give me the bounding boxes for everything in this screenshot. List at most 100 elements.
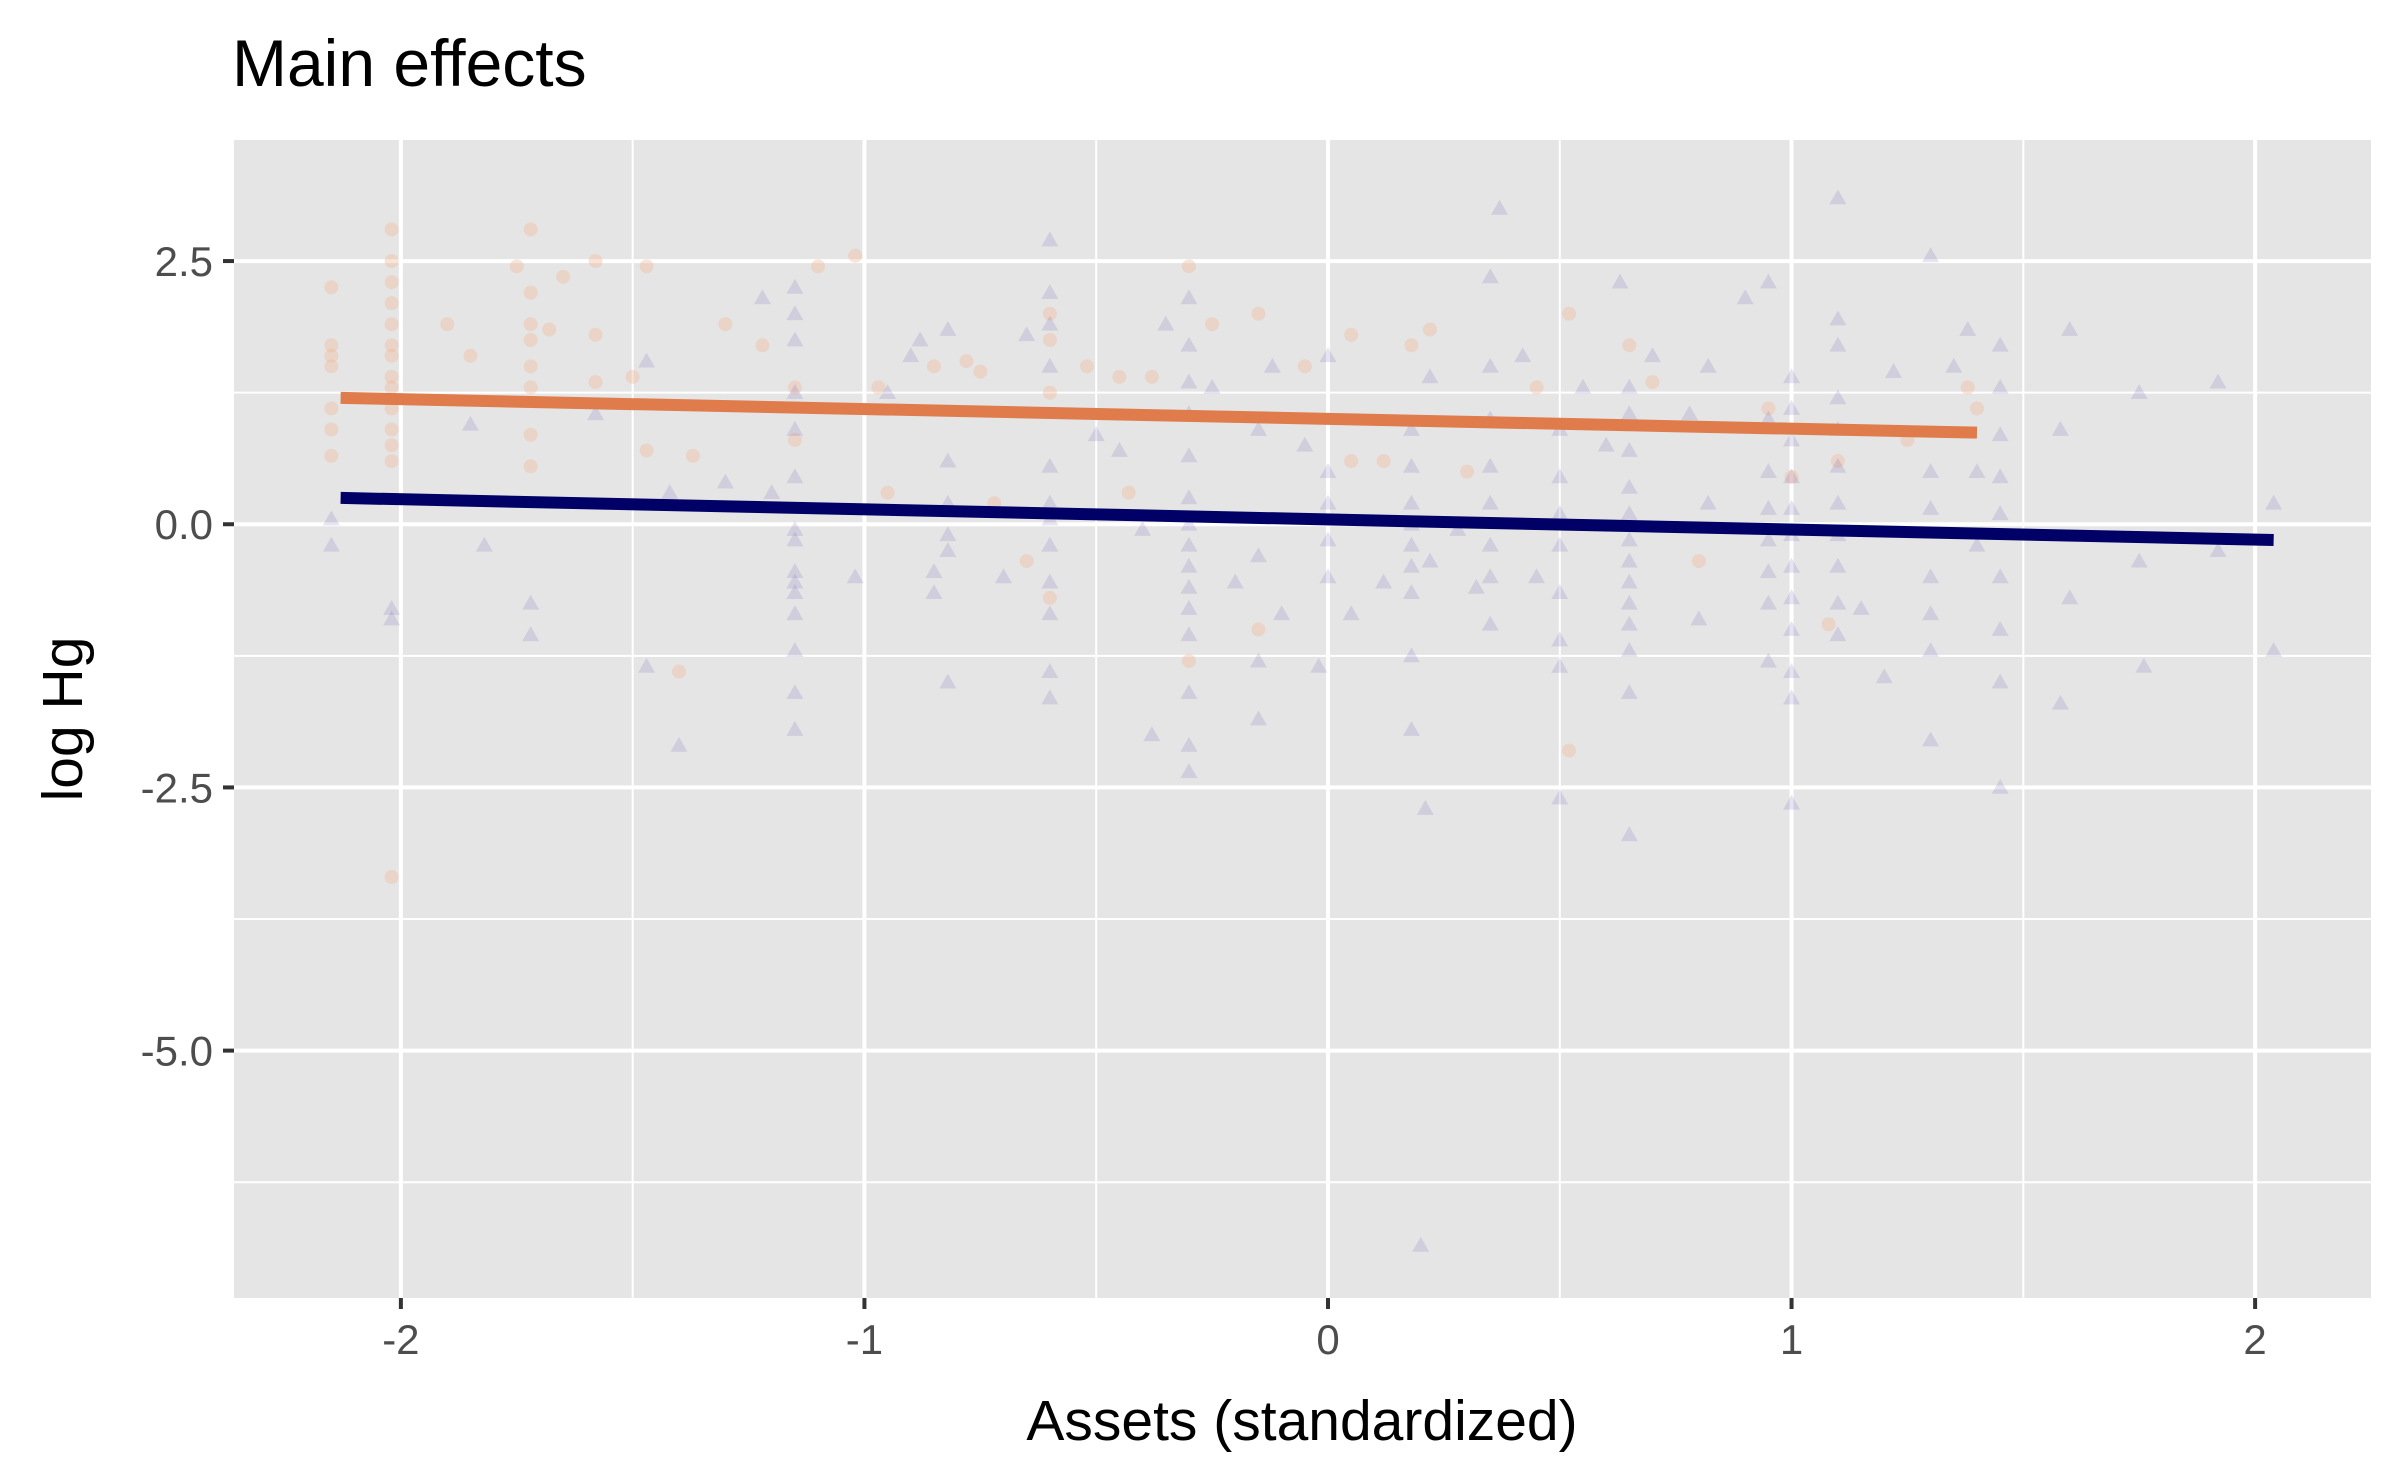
data-point-circle (1205, 317, 1220, 332)
points-group-b (322, 189, 2283, 1252)
data-point-triangle (1783, 368, 1801, 384)
data-point-triangle (1885, 363, 1903, 378)
data-point-triangle (1551, 584, 1569, 600)
data-point-triangle (1180, 536, 1198, 552)
data-point-circle (1645, 375, 1660, 390)
data-point-triangle (2051, 694, 2069, 710)
data-point-circle (811, 259, 826, 274)
data-point-triangle (1991, 426, 2009, 442)
data-point-triangle (1783, 468, 1801, 484)
data-point-triangle (670, 736, 688, 752)
data-point-triangle (1041, 605, 1059, 621)
data-point-circle (1529, 380, 1544, 395)
data-point-circle (523, 317, 538, 332)
data-point-triangle (753, 289, 771, 305)
x-tick-label: -1 (846, 1316, 883, 1363)
data-point-triangle (939, 320, 957, 336)
data-point-triangle (1620, 615, 1638, 631)
data-point-triangle (1041, 284, 1059, 300)
chart-title: Main effects (232, 26, 587, 100)
data-point-triangle (939, 673, 957, 689)
data-point-triangle (1319, 531, 1337, 547)
data-point-triangle (786, 278, 804, 294)
data-point-triangle (1412, 1236, 1430, 1252)
data-point-circle (384, 454, 399, 469)
data-point-circle (1830, 454, 1845, 469)
data-point-triangle (1180, 373, 1198, 389)
data-point-triangle (2051, 421, 2069, 436)
data-point-triangle (1041, 457, 1059, 473)
data-point-triangle (1922, 499, 1940, 515)
data-point-triangle (1551, 631, 1569, 647)
data-point-triangle (1263, 357, 1281, 373)
data-point-circle (1121, 485, 1136, 500)
data-point-triangle (1699, 494, 1717, 510)
data-point-triangle (1759, 499, 1777, 515)
data-point-triangle (786, 531, 804, 547)
data-point-triangle (1681, 405, 1699, 421)
data-point-circle (509, 259, 524, 274)
data-point-triangle (1342, 605, 1360, 621)
data-point-triangle (1041, 231, 1059, 247)
data-point-triangle (1968, 463, 1986, 478)
data-point-triangle (1991, 378, 2009, 394)
x-tick-label: 0 (1316, 1316, 1339, 1363)
data-point-triangle (786, 721, 804, 736)
data-point-circle (588, 327, 603, 342)
data-point-triangle (1319, 568, 1337, 584)
data-point-triangle (1018, 326, 1036, 342)
data-point-triangle (638, 352, 656, 368)
data-point-triangle (1041, 315, 1059, 331)
data-point-triangle (1180, 289, 1198, 305)
data-point-triangle (1620, 573, 1638, 589)
data-point-triangle (1041, 536, 1059, 552)
data-point-triangle (522, 594, 540, 610)
data-point-triangle (2061, 320, 2079, 336)
data-point-circle (324, 338, 339, 353)
data-point-circle (1344, 327, 1359, 342)
data-point-triangle (1041, 357, 1059, 373)
data-point-triangle (1481, 615, 1499, 631)
data-point-circle (1562, 306, 1577, 321)
data-point-triangle (1319, 463, 1337, 478)
data-point-triangle (1273, 605, 1291, 621)
data-point-triangle (1783, 663, 1801, 679)
data-point-triangle (1968, 536, 1986, 552)
data-point-circle (556, 269, 571, 284)
data-point-triangle (1611, 273, 1629, 289)
data-point-triangle (2135, 657, 2153, 673)
data-point-triangle (1991, 468, 2009, 484)
data-point-triangle (1203, 378, 1221, 394)
x-tick-label: 2 (2243, 1316, 2266, 1363)
data-point-triangle (1620, 405, 1638, 421)
data-point-triangle (1180, 736, 1198, 752)
data-point-triangle (1296, 436, 1314, 452)
data-point-triangle (902, 347, 920, 363)
data-point-triangle (1180, 599, 1198, 615)
data-point-circle (324, 448, 339, 463)
data-point-triangle (1620, 594, 1638, 610)
data-point-triangle (939, 542, 957, 557)
data-point-triangle (925, 584, 943, 600)
data-point-circle (1251, 622, 1266, 637)
data-point-circle (1019, 554, 1034, 569)
data-point-triangle (1143, 726, 1161, 742)
data-point-circle (384, 869, 399, 884)
plot-panel (234, 140, 2371, 1298)
data-point-triangle (911, 331, 929, 347)
data-point-triangle (1375, 573, 1393, 589)
data-point-triangle (786, 421, 804, 436)
data-point-circle (1181, 654, 1196, 669)
data-point-circle (384, 275, 399, 290)
data-point-circle (1297, 359, 1312, 374)
data-point-triangle (1620, 642, 1638, 657)
data-point-triangle (1319, 494, 1337, 510)
data-point-triangle (1922, 605, 1940, 621)
data-point-circle (384, 438, 399, 453)
data-point-triangle (1783, 431, 1801, 447)
data-point-circle (1562, 743, 1577, 758)
data-point-circle (384, 317, 399, 332)
data-point-triangle (1759, 594, 1777, 610)
data-point-triangle (383, 599, 401, 615)
data-point-triangle (1699, 357, 1717, 373)
